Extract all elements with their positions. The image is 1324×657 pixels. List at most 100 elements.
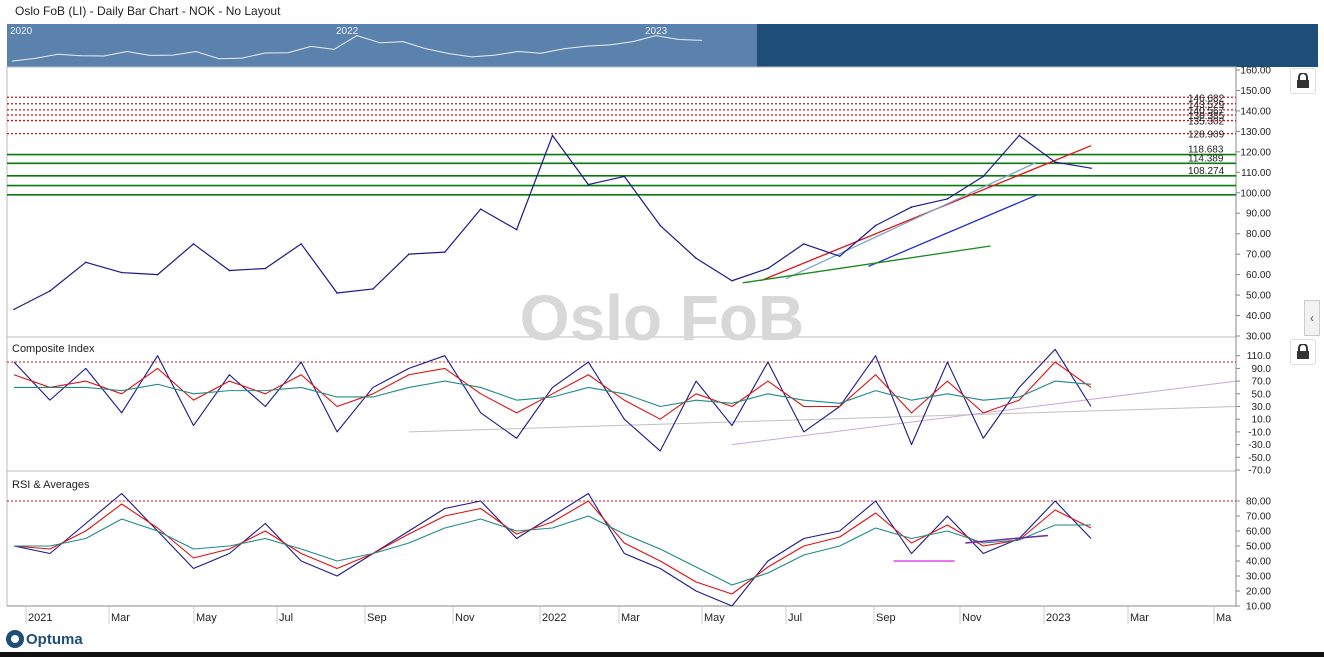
price-point bbox=[408, 253, 410, 255]
optuma-logo: Optuma bbox=[6, 630, 83, 648]
rsi-panel-title: RSI & Averages bbox=[12, 479, 90, 491]
price-tick-label: 90.00 bbox=[1246, 209, 1271, 220]
x-tick-label: 2021 bbox=[28, 612, 52, 624]
composite-panel-title: Composite Index bbox=[12, 343, 95, 355]
price-tick-label: 60.00 bbox=[1246, 270, 1271, 281]
composite-tick-label: -50.0 bbox=[1248, 453, 1271, 464]
price-point bbox=[982, 175, 985, 178]
x-tick-label: May bbox=[196, 612, 217, 624]
x-tick-label: May bbox=[704, 612, 725, 624]
composite-tick-label: 10.0 bbox=[1252, 415, 1272, 426]
support-label: 114.389 bbox=[1188, 153, 1224, 164]
resistance-label: 143.529 bbox=[1188, 100, 1225, 111]
price-point bbox=[300, 243, 303, 245]
price-point bbox=[49, 290, 51, 292]
composite-tick-label: 50.0 bbox=[1252, 389, 1272, 400]
date-navigator[interactable]: 2020 2022 2023 bbox=[7, 24, 1318, 67]
rsi-series-0 bbox=[13, 492, 1092, 607]
x-tick-label: Mar bbox=[111, 612, 130, 624]
composite-tick-label: 30.0 bbox=[1252, 402, 1272, 413]
price-tick-label: 120.00 bbox=[1240, 147, 1271, 158]
x-tick-label: Nov bbox=[455, 612, 475, 624]
navigator-year-2023: 2023 bbox=[645, 26, 668, 37]
price-point bbox=[336, 292, 338, 294]
price-tick-label: 100.00 bbox=[1240, 188, 1271, 199]
rsi-tick-label: 80.00 bbox=[1246, 497, 1271, 508]
optuma-logo-text: Optuma bbox=[26, 630, 83, 648]
composite-series-0 bbox=[13, 348, 1092, 452]
price-point bbox=[515, 228, 518, 231]
price-point bbox=[372, 288, 374, 290]
price-point bbox=[587, 183, 590, 186]
lock-icon[interactable] bbox=[1290, 339, 1316, 365]
composite-tick-label: 110.0 bbox=[1247, 351, 1272, 362]
navigator-sparkline bbox=[11, 35, 703, 62]
composite-tick-label: 70.0 bbox=[1252, 377, 1272, 388]
price-point bbox=[192, 243, 195, 245]
x-tick-label: 2023 bbox=[1046, 612, 1070, 624]
price-tick-label: 130.00 bbox=[1240, 127, 1271, 138]
resistance-label: 128.909 bbox=[1188, 130, 1225, 141]
composite-tick-label: -10.0 bbox=[1248, 427, 1271, 438]
lock-icon[interactable] bbox=[1290, 68, 1316, 94]
rsi-tick-label: 10.00 bbox=[1246, 602, 1271, 613]
price-tick-label: 80.00 bbox=[1246, 229, 1271, 240]
price-point bbox=[874, 224, 877, 227]
chevron-left-icon[interactable]: ‹ bbox=[1304, 300, 1320, 336]
composite-tick-label: -70.0 bbox=[1248, 466, 1271, 477]
price-tick-label: 50.00 bbox=[1246, 291, 1271, 302]
x-tick-label: 2022 bbox=[542, 612, 566, 624]
price-point bbox=[13, 308, 15, 311]
x-tick-label: Mar bbox=[621, 612, 640, 624]
resistance-label: 138.385 bbox=[1188, 111, 1225, 122]
resistance-label: 135.302 bbox=[1188, 117, 1225, 128]
navigator-history bbox=[7, 24, 757, 67]
price-point bbox=[838, 255, 841, 257]
price-tick-label: 150.00 bbox=[1240, 86, 1271, 97]
price-point bbox=[85, 261, 87, 264]
price-point bbox=[1054, 161, 1056, 163]
x-tick-label: Jul bbox=[788, 612, 802, 624]
price-point bbox=[695, 257, 697, 260]
price-point bbox=[551, 134, 554, 137]
composite-tick-label: -30.0 bbox=[1248, 440, 1271, 451]
navigator-year-2020: 2020 bbox=[10, 26, 33, 37]
price-point bbox=[1090, 167, 1092, 170]
trendline bbox=[742, 245, 991, 284]
price-point bbox=[444, 251, 446, 253]
price-tick-label: 30.00 bbox=[1246, 332, 1271, 343]
chart-title: Oslo FoB (LI) - Daily Bar Chart - NOK - … bbox=[15, 4, 281, 18]
support-label: 108.274 bbox=[1188, 166, 1225, 177]
price-tick-label: 140.00 bbox=[1240, 106, 1271, 117]
composite-series-2 bbox=[14, 380, 1092, 408]
x-tick-label: Jul bbox=[279, 612, 293, 624]
price-tick-label: 160.00 bbox=[1240, 66, 1271, 77]
trendline bbox=[868, 194, 1038, 268]
price-tick-label: 40.00 bbox=[1246, 311, 1271, 322]
price-point bbox=[1018, 134, 1020, 137]
x-tick-label: Nov bbox=[962, 612, 982, 624]
price-tick-label: 70.00 bbox=[1246, 250, 1271, 261]
rsi-tick-label: 30.00 bbox=[1246, 572, 1271, 583]
resistance-label: 140.567 bbox=[1188, 106, 1225, 117]
rsi-series-2 bbox=[14, 515, 1091, 586]
price-point bbox=[910, 206, 913, 208]
bottom-bar bbox=[0, 652, 1324, 657]
x-tick-label: Sep bbox=[876, 612, 896, 624]
price-point bbox=[767, 267, 769, 270]
rsi-tick-label: 20.00 bbox=[1246, 587, 1271, 598]
price-point bbox=[120, 271, 123, 274]
price-point bbox=[946, 198, 949, 200]
watermark-text: Oslo FoB bbox=[520, 282, 804, 354]
x-tick-label: Mar bbox=[1130, 612, 1149, 624]
price-point bbox=[731, 279, 733, 282]
x-tick-label: Sep bbox=[367, 612, 387, 624]
rsi-tick-label: 70.00 bbox=[1246, 512, 1271, 523]
price-point bbox=[803, 243, 805, 245]
rsi-tick-label: 60.00 bbox=[1246, 527, 1271, 538]
navigator-year-2022: 2022 bbox=[336, 26, 359, 37]
x-tick-label: Ma bbox=[1216, 612, 1232, 624]
price-point bbox=[156, 273, 159, 276]
price-point bbox=[264, 267, 267, 270]
